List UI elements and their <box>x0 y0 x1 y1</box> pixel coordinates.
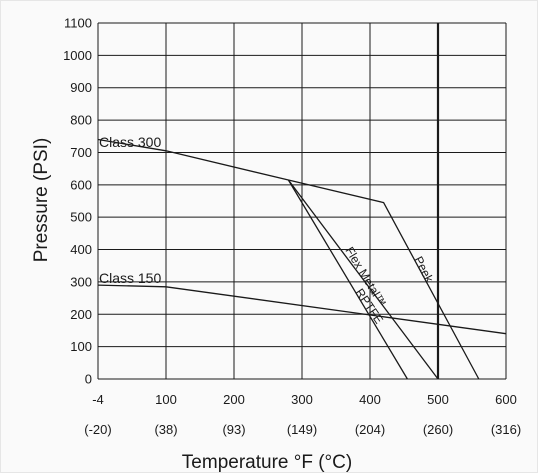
x-axis-ticks: -4 (-20) 100 (38) 200 (93) 300 (149) 400 (204) 500… <box>84 392 521 437</box>
y-axis-ticks: 0 100 200 300 400 500 600 700 800 900 1000 1100 <box>63 16 92 387</box>
series-line-peek <box>288 179 480 380</box>
x-tick-label-c: (316) <box>491 422 521 437</box>
y-tick-label: 600 <box>70 177 92 192</box>
series-label-peek: Peek <box>411 254 436 286</box>
series-lines <box>97 138 507 380</box>
y-tick-label: 500 <box>70 210 92 225</box>
x-tick-label-c: (-20) <box>84 422 111 437</box>
grid <box>97 22 507 380</box>
y-tick-label: 400 <box>70 242 92 257</box>
y-tick-label: 300 <box>70 274 92 289</box>
y-tick-label: 100 <box>70 339 92 354</box>
x-tick-label-f: 100 <box>155 392 177 407</box>
y-axis-title: Pressure (PSI) <box>31 138 52 263</box>
x-axis-title: Temperature °F (°C) <box>182 452 352 473</box>
y-tick-label: 200 <box>70 307 92 322</box>
x-tick-label-c: (260) <box>423 422 453 437</box>
x-tick-label-f: 400 <box>359 392 381 407</box>
y-tick-label: 800 <box>70 113 92 128</box>
y-tick-label: 1100 <box>64 16 92 31</box>
x-tick-label-f: 500 <box>427 392 449 407</box>
series-line-flex-metal <box>287 179 439 380</box>
x-tick-label-c: (38) <box>154 422 177 437</box>
x-tick-label-c: (93) <box>222 422 245 437</box>
x-tick-label-c: (149) <box>287 422 317 437</box>
y-tick-label: 0 <box>85 372 92 387</box>
x-tick-label-f: 300 <box>291 392 313 407</box>
y-tick-label: 700 <box>70 145 92 160</box>
x-tick-label-c: (204) <box>355 422 385 437</box>
y-tick-label: 900 <box>70 80 92 95</box>
series-label-class-300: Class 300 <box>99 134 161 150</box>
series-label-class-150: Class 150 <box>99 270 161 286</box>
y-tick-label: 1000 <box>63 48 92 63</box>
series-line-class-300 <box>97 138 289 181</box>
series-line-rptfe <box>287 179 408 380</box>
x-tick-label-f: -4 <box>92 392 104 407</box>
x-tick-label-f: 200 <box>223 392 245 407</box>
x-tick-label-f: 600 <box>495 392 517 407</box>
